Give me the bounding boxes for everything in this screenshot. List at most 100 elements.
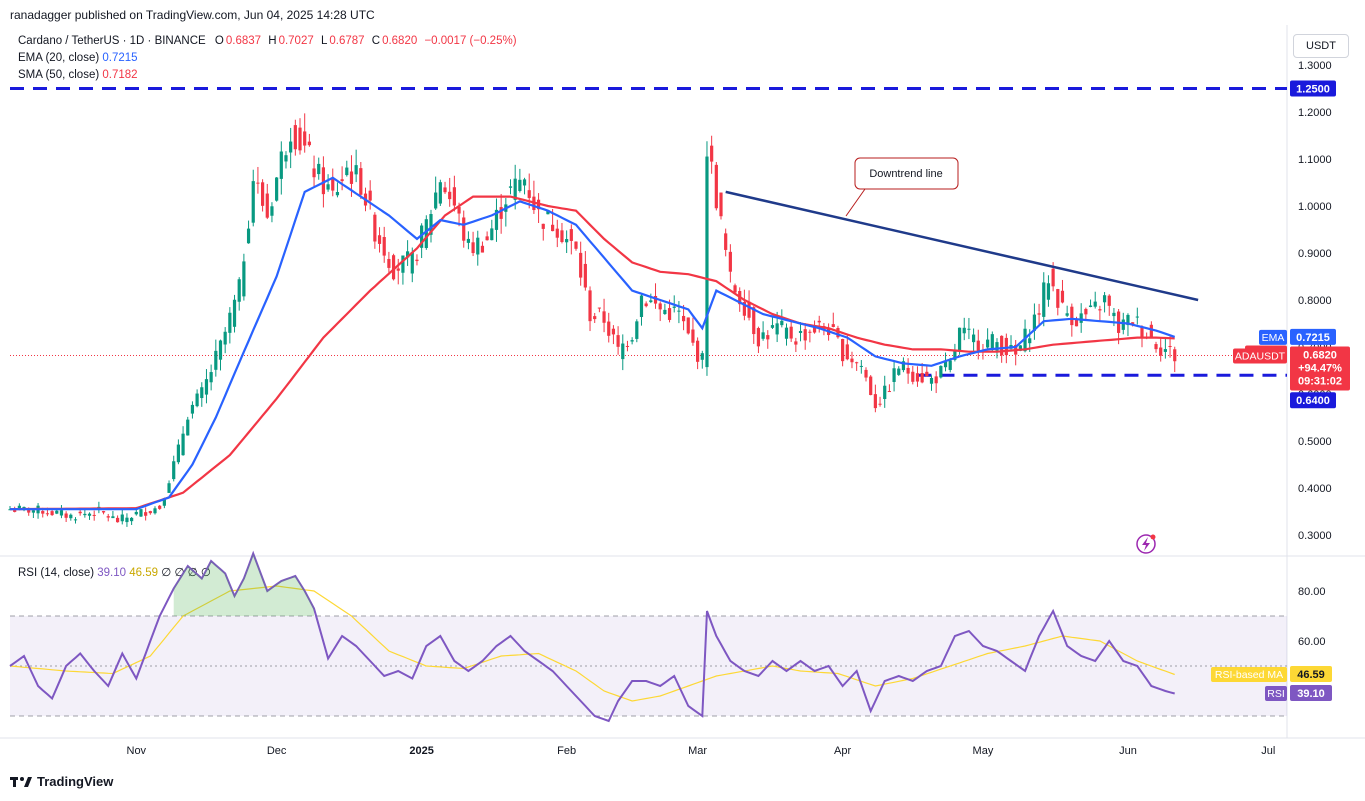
candle-body bbox=[887, 391, 891, 393]
candle-body bbox=[69, 514, 73, 519]
candle-body bbox=[869, 376, 873, 396]
close-value: 0.6820 bbox=[382, 35, 418, 47]
candle-body bbox=[158, 505, 162, 509]
candle-body bbox=[625, 345, 630, 347]
candle-body bbox=[1163, 349, 1167, 352]
candle-body bbox=[139, 509, 143, 517]
candle-body bbox=[897, 368, 901, 375]
candle-body bbox=[45, 513, 50, 515]
candle-body bbox=[639, 295, 644, 317]
candle-body bbox=[747, 301, 751, 318]
rsi-ma-name-tag-bg bbox=[1211, 667, 1287, 682]
currency-button[interactable]: USDT bbox=[1293, 34, 1349, 58]
candle-body bbox=[1084, 308, 1088, 315]
candle-body bbox=[607, 321, 611, 336]
candle-body bbox=[841, 339, 845, 362]
candle-body bbox=[1079, 313, 1083, 323]
publisher-line: ranadagger published on TradingView.com,… bbox=[10, 8, 375, 22]
symbol-name-tag-text: ADAUSDT bbox=[1235, 350, 1286, 362]
price-tick-label: 0.3000 bbox=[1298, 530, 1332, 542]
candle-body bbox=[83, 513, 87, 516]
candle-body bbox=[593, 316, 597, 320]
candle-body bbox=[162, 498, 166, 506]
candle-body bbox=[354, 165, 358, 175]
candle-body bbox=[335, 192, 340, 196]
candle-body bbox=[172, 461, 176, 480]
candle-body bbox=[190, 404, 195, 414]
price-tick-label: 0.8000 bbox=[1298, 295, 1332, 307]
candle-body bbox=[962, 327, 966, 334]
candle-body bbox=[176, 444, 180, 463]
candle-body bbox=[990, 334, 994, 350]
candle-body bbox=[448, 191, 452, 200]
ema-legend-value: 0.7215 bbox=[102, 52, 138, 64]
candle-body bbox=[630, 340, 634, 342]
candle-body bbox=[1149, 324, 1153, 338]
candle-body bbox=[943, 361, 948, 368]
candle-body bbox=[1028, 338, 1032, 344]
candle-body bbox=[775, 323, 779, 335]
candle-body bbox=[415, 259, 419, 262]
candle-body bbox=[120, 514, 124, 522]
candle-body bbox=[242, 261, 246, 297]
downtrend-line bbox=[725, 190, 1199, 302]
candle-body bbox=[387, 258, 391, 268]
candle-body bbox=[1088, 305, 1093, 307]
candle-body bbox=[401, 255, 405, 273]
candle-body bbox=[560, 230, 564, 242]
sma-legend-label: SMA (50, close) bbox=[18, 69, 100, 81]
candle-body bbox=[761, 332, 765, 339]
footer-brand-text: TradingView bbox=[37, 774, 114, 789]
candle-body bbox=[967, 328, 971, 330]
candle-body bbox=[312, 168, 316, 178]
candle-body bbox=[373, 214, 377, 242]
candle-body bbox=[31, 510, 35, 513]
candle-body bbox=[443, 187, 447, 193]
candle-body bbox=[438, 182, 442, 204]
candle-body bbox=[457, 206, 461, 214]
candle-body bbox=[1121, 319, 1125, 330]
footer-brand[interactable]: TradingView bbox=[10, 774, 113, 789]
ema-value-tag-text: 0.7215 bbox=[1296, 332, 1330, 344]
candle-body bbox=[812, 327, 817, 333]
candle-body bbox=[1098, 309, 1102, 311]
candle-body bbox=[59, 510, 64, 516]
candle-body bbox=[349, 171, 354, 184]
tradingview-logo-icon bbox=[10, 776, 32, 787]
candle-body bbox=[321, 167, 326, 195]
candle-body bbox=[106, 516, 110, 518]
candle-body bbox=[1140, 327, 1144, 338]
candle-body bbox=[125, 517, 129, 523]
candle-body bbox=[953, 350, 957, 360]
candle-body bbox=[130, 517, 134, 522]
candle-body bbox=[485, 236, 489, 241]
candle-body bbox=[1131, 322, 1135, 325]
candle-body bbox=[635, 321, 639, 339]
high-label: H bbox=[268, 35, 277, 47]
candle-body bbox=[115, 517, 120, 523]
candle-body bbox=[714, 164, 718, 209]
candle-body bbox=[1159, 347, 1163, 356]
candle-body bbox=[911, 371, 915, 382]
close-label: C bbox=[371, 35, 381, 47]
candle-body bbox=[929, 377, 934, 384]
candle-body bbox=[574, 241, 578, 249]
candle-body bbox=[293, 125, 297, 150]
candle-body bbox=[602, 311, 606, 323]
candle-body bbox=[1112, 312, 1116, 317]
candle-body bbox=[298, 127, 302, 151]
rsi-ma-value-tag-bg bbox=[1290, 666, 1332, 682]
rsi-band-fill bbox=[10, 616, 1287, 716]
candle-body bbox=[784, 327, 789, 339]
candle-body bbox=[653, 295, 658, 304]
level-high-tag-bg bbox=[1290, 80, 1336, 97]
candle-body bbox=[410, 252, 414, 274]
flash-icon bbox=[1136, 534, 1156, 554]
candle-body bbox=[873, 394, 877, 409]
time-tick-label: Nov bbox=[127, 745, 147, 757]
flash-icon-dot bbox=[1150, 534, 1156, 540]
candle-body bbox=[583, 263, 587, 288]
candle-body bbox=[728, 251, 732, 272]
candle-body bbox=[705, 156, 709, 368]
